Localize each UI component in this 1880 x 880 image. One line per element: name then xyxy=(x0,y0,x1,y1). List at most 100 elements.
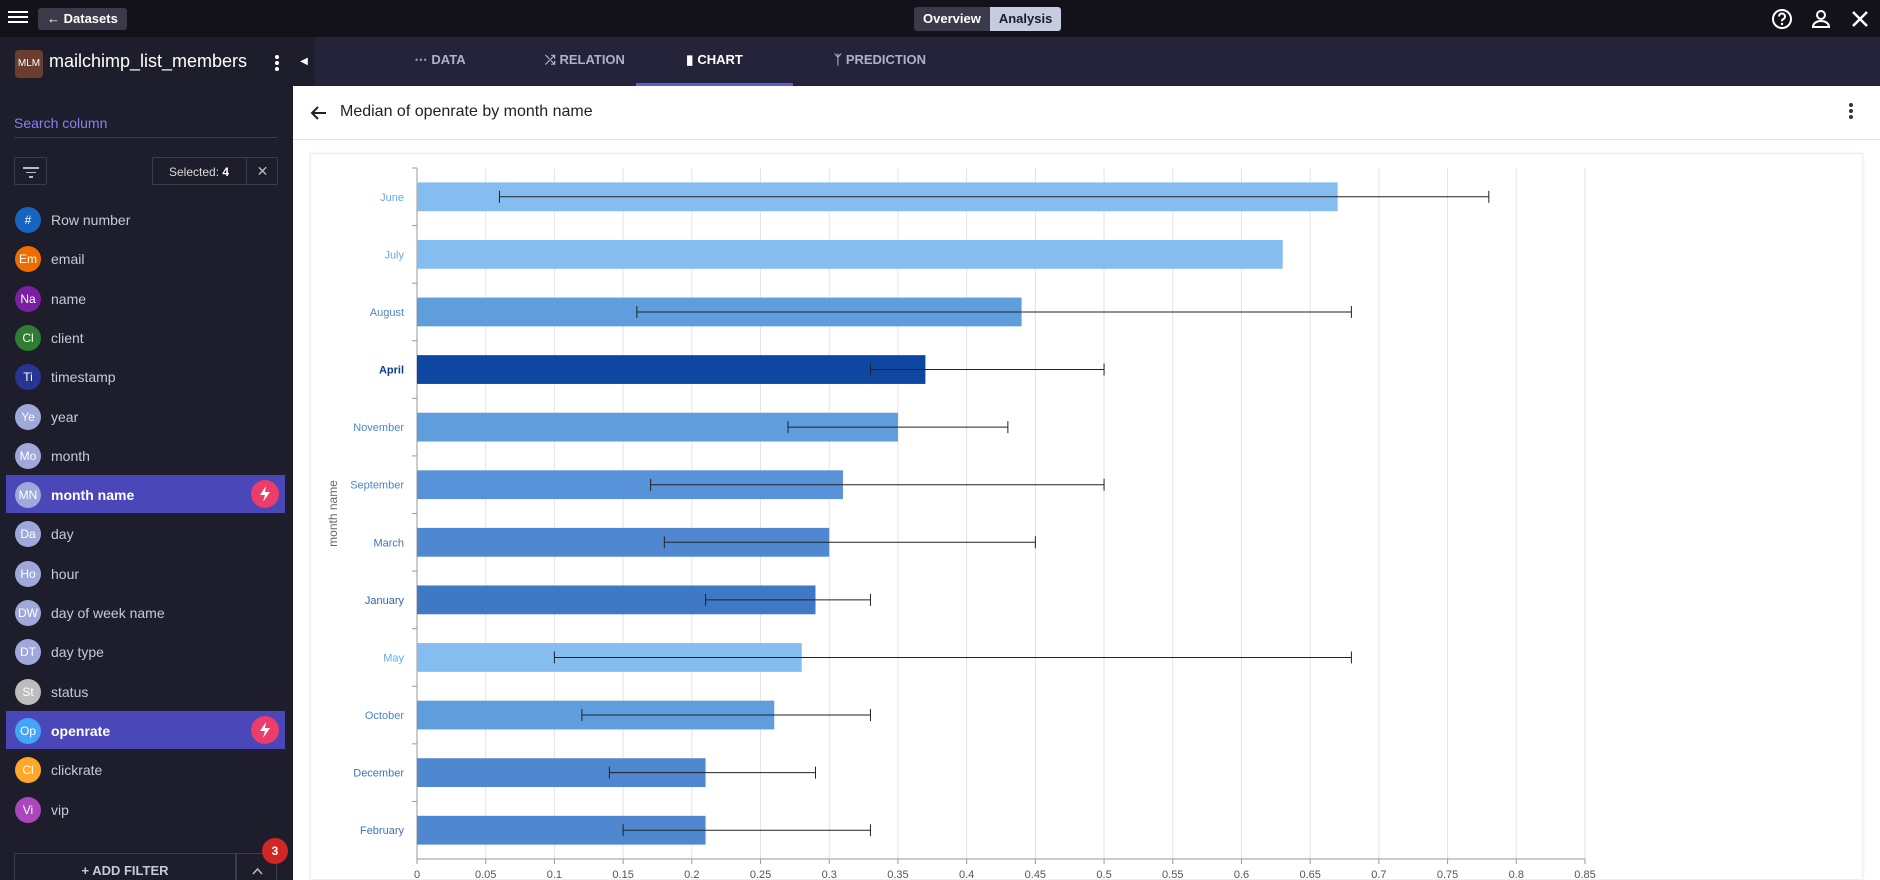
column-label: year xyxy=(51,408,79,425)
column-item[interactable]: St status xyxy=(6,672,285,710)
sidebar: MLM mailchimp_list_members Search column… xyxy=(0,37,293,880)
clear-selection-icon[interactable]: ✕ xyxy=(246,158,278,184)
lightning-bolt-icon[interactable] xyxy=(251,715,279,744)
help-icon[interactable] xyxy=(1771,8,1793,30)
x-tick-label: 0.1 xyxy=(547,869,562,880)
back-to-datasets-label: Datasets xyxy=(63,11,118,26)
x-tick-label: 0.85 xyxy=(1574,869,1595,880)
column-type-badge: DT xyxy=(15,639,41,666)
y-axis-title: month name xyxy=(326,480,340,547)
x-tick-label: 0 xyxy=(414,869,420,880)
column-item[interactable]: Cl clickrate xyxy=(6,750,285,788)
expand-filters-button[interactable] xyxy=(236,853,277,880)
column-item[interactable]: Ye year xyxy=(6,397,285,435)
filter-list-button[interactable] xyxy=(14,157,47,185)
column-label: Row number xyxy=(51,212,131,228)
dataset-header: MLM mailchimp_list_members xyxy=(15,50,285,78)
column-label: status xyxy=(51,683,89,700)
column-item[interactable]: Na name xyxy=(6,279,285,317)
column-type-badge: Cl xyxy=(15,324,41,351)
column-label: clickrate xyxy=(51,762,103,779)
column-item[interactable]: MN month name xyxy=(6,475,285,514)
filter-count-badge: 3 xyxy=(262,838,288,864)
tab-bar: ⋯ DATA ⤮ RELATION ▮ CHART ᛉ PREDICTION xyxy=(315,37,1880,86)
x-tick-label: 0.7 xyxy=(1371,869,1386,880)
column-item[interactable]: DT day type xyxy=(6,632,285,670)
chart-header: Median of openrate by month name xyxy=(293,86,1880,140)
tab-prediction[interactable]: ᛉ PREDICTION xyxy=(795,37,965,86)
chart-panel: 0 0.05 0.1 0.15 0.2 0.25 0.3 0.35 0.4 0.45 0.5 0.55… xyxy=(310,153,1863,880)
x-tick-label: 0.6 xyxy=(1234,869,1249,880)
column-type-badge: Op xyxy=(15,717,41,744)
add-filter-button[interactable]: + ADD FILTER xyxy=(14,853,236,880)
column-label: month xyxy=(51,447,90,464)
shuffle-icon: ⤮ xyxy=(545,52,556,67)
grid-icon: ⋯ xyxy=(414,52,428,67)
y-category-label: February xyxy=(360,825,405,837)
y-category-label: October xyxy=(365,710,404,722)
x-tick-label: 0.3 xyxy=(822,869,837,880)
close-icon[interactable] xyxy=(1849,8,1871,30)
x-tick-label: 0.15 xyxy=(612,869,633,880)
column-item[interactable]: Op openrate xyxy=(6,710,285,749)
column-item[interactable]: Da day xyxy=(6,514,285,552)
x-tick-label: 0.65 xyxy=(1299,869,1320,880)
dataset-badge: MLM xyxy=(15,50,43,78)
column-item[interactable]: DW day of week name xyxy=(6,593,285,631)
overview-button[interactable]: Overview xyxy=(914,7,990,31)
column-type-badge: Cl xyxy=(15,757,41,784)
column-label: day xyxy=(51,526,74,543)
search-column-input[interactable]: Search column xyxy=(14,115,277,138)
x-tick-label: 0.45 xyxy=(1025,869,1046,880)
x-tick-label: 0.8 xyxy=(1509,869,1524,880)
collapse-sidebar-icon[interactable]: ◀ xyxy=(293,37,315,86)
column-label: name xyxy=(51,290,87,307)
column-label: client xyxy=(51,329,84,346)
column-type-badge: MN xyxy=(15,482,41,509)
column-item[interactable]: Ti timestamp xyxy=(6,357,285,395)
more-vert-icon[interactable] xyxy=(267,53,287,75)
dataset-name: mailchimp_list_members xyxy=(49,51,248,71)
column-type-badge: Ti xyxy=(15,364,41,391)
column-label: month name xyxy=(51,487,135,504)
arrow-back-icon[interactable] xyxy=(309,103,329,123)
chart-menu-icon[interactable] xyxy=(1846,101,1856,125)
menu-icon[interactable] xyxy=(8,8,28,28)
y-category-label: June xyxy=(380,192,404,204)
column-label: timestamp xyxy=(51,369,116,386)
column-type-badge: Em xyxy=(15,246,41,273)
y-category-label: December xyxy=(353,768,404,780)
x-tick-label: 0.25 xyxy=(750,869,771,880)
tab-chart[interactable]: ▮ CHART xyxy=(636,37,793,86)
tab-relation[interactable]: ⤮ RELATION xyxy=(505,37,665,86)
column-item[interactable]: Mo month xyxy=(6,436,285,474)
column-label: hour xyxy=(51,565,80,582)
column-item[interactable]: Em email xyxy=(6,239,285,277)
chart-title: Median of openrate by month name xyxy=(340,103,593,120)
x-tick-label: 0.35 xyxy=(887,869,908,880)
user-icon[interactable] xyxy=(1810,8,1832,30)
column-item[interactable]: Vi vip xyxy=(6,790,285,828)
x-tick-label: 0.4 xyxy=(959,869,974,880)
selected-columns-box: Selected: 4 ✕ xyxy=(152,157,278,185)
column-item[interactable]: # Row number xyxy=(6,200,285,238)
column-label: openrate xyxy=(51,722,111,739)
column-item[interactable]: Ho hour xyxy=(6,554,285,592)
column-type-badge: # xyxy=(15,207,41,233)
lightning-bolt-icon[interactable] xyxy=(251,480,279,509)
fork-icon: ᛉ xyxy=(834,52,842,67)
column-type-badge: Mo xyxy=(15,442,41,469)
tab-chart-label: CHART xyxy=(697,52,743,67)
x-tick-label: 0.75 xyxy=(1437,869,1458,880)
y-category-label: August xyxy=(370,307,404,319)
column-type-badge: Vi xyxy=(15,796,41,823)
column-type-badge: Da xyxy=(15,521,41,548)
x-tick-label: 0.05 xyxy=(475,869,496,880)
selected-label: Selected: xyxy=(169,165,220,179)
tab-data[interactable]: ⋯ DATA xyxy=(365,37,515,86)
column-type-badge: DW xyxy=(15,600,41,626)
back-to-datasets-button[interactable]: ← Datasets xyxy=(38,8,127,30)
column-label: day type xyxy=(51,644,104,661)
column-item[interactable]: Cl client xyxy=(6,318,285,356)
analysis-button[interactable]: Analysis xyxy=(989,7,1062,31)
